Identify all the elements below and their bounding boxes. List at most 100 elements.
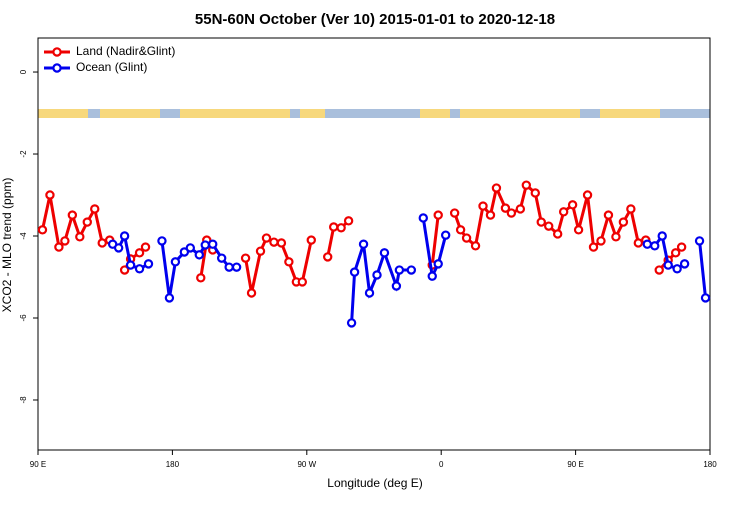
point — [194, 250, 204, 260]
point — [700, 293, 711, 303]
y-axis-label: XCO2 - MLO trend (ppm) — [0, 178, 14, 313]
series-line — [41, 182, 683, 294]
point — [427, 271, 437, 281]
point — [663, 260, 673, 270]
point — [261, 233, 272, 243]
point — [134, 248, 145, 258]
point — [54, 242, 64, 252]
point — [379, 248, 390, 258]
point — [82, 217, 92, 227]
point — [552, 229, 563, 239]
point — [346, 318, 357, 328]
legend-label: Land (Nadir&Glint) — [76, 44, 175, 58]
point — [164, 293, 175, 303]
point — [603, 210, 614, 220]
point — [125, 260, 136, 270]
point — [521, 180, 532, 190]
point — [394, 265, 405, 275]
point — [654, 265, 664, 275]
point — [364, 288, 375, 298]
point — [611, 232, 621, 242]
y-tick-label: -6 — [19, 314, 28, 322]
x-tick-label: 0 — [439, 460, 444, 469]
point — [119, 231, 130, 241]
point — [567, 200, 578, 210]
y-tick-label: -2 — [19, 150, 28, 158]
point — [113, 243, 124, 253]
point — [45, 190, 55, 200]
point — [679, 259, 690, 269]
point — [642, 239, 652, 249]
point — [478, 201, 488, 211]
x-axis-label: Longitude (deg E) — [327, 476, 422, 490]
point — [231, 262, 242, 272]
legend-label: Ocean (Glint) — [76, 60, 147, 74]
point — [650, 241, 660, 251]
point — [343, 216, 354, 226]
x-tick-label: 90 E — [567, 460, 583, 469]
point — [37, 225, 48, 235]
plot-frame — [37, 37, 711, 451]
point — [694, 236, 705, 246]
point — [119, 265, 130, 275]
point — [323, 252, 333, 262]
point — [588, 242, 599, 252]
point — [276, 238, 287, 248]
point — [558, 207, 569, 217]
point — [530, 188, 540, 198]
point — [297, 277, 308, 287]
point — [633, 238, 644, 248]
point — [470, 241, 481, 251]
point — [75, 232, 85, 242]
point — [670, 248, 681, 258]
y-tick-label: 0 — [19, 69, 28, 74]
land-ocean-stripe — [38, 109, 710, 118]
point — [485, 210, 496, 220]
point — [196, 273, 206, 283]
point — [200, 240, 210, 250]
point — [582, 190, 593, 200]
point — [224, 262, 234, 272]
legend-marker — [52, 47, 62, 57]
point — [672, 264, 682, 274]
point — [306, 235, 316, 245]
point — [97, 238, 107, 248]
point — [90, 204, 100, 214]
point — [461, 233, 472, 243]
point — [328, 222, 339, 232]
x-tick-label: 90 W — [297, 460, 316, 469]
x-tick-label: 90 E — [30, 460, 46, 469]
point — [170, 257, 181, 267]
point — [506, 208, 517, 218]
point — [500, 203, 511, 213]
point — [544, 221, 554, 231]
point — [596, 236, 606, 246]
point — [433, 210, 443, 220]
point — [349, 267, 360, 277]
point — [246, 288, 257, 298]
point — [67, 210, 78, 220]
point — [573, 225, 584, 235]
x-tick-label: 180 — [703, 460, 717, 469]
y-tick-label: -8 — [19, 396, 28, 404]
point — [515, 204, 526, 214]
point — [143, 259, 154, 269]
point — [336, 223, 346, 233]
point — [60, 236, 70, 246]
legend-marker — [52, 63, 62, 73]
x-tick-label: 180 — [166, 460, 180, 469]
point — [676, 242, 687, 252]
point — [255, 246, 266, 256]
point — [372, 270, 382, 280]
point — [140, 242, 151, 252]
point — [179, 247, 190, 257]
point — [240, 253, 251, 263]
point — [216, 253, 227, 263]
point — [406, 265, 417, 275]
point — [157, 236, 167, 246]
point — [536, 217, 546, 227]
point — [185, 243, 196, 253]
point — [449, 208, 460, 218]
point — [440, 230, 451, 240]
